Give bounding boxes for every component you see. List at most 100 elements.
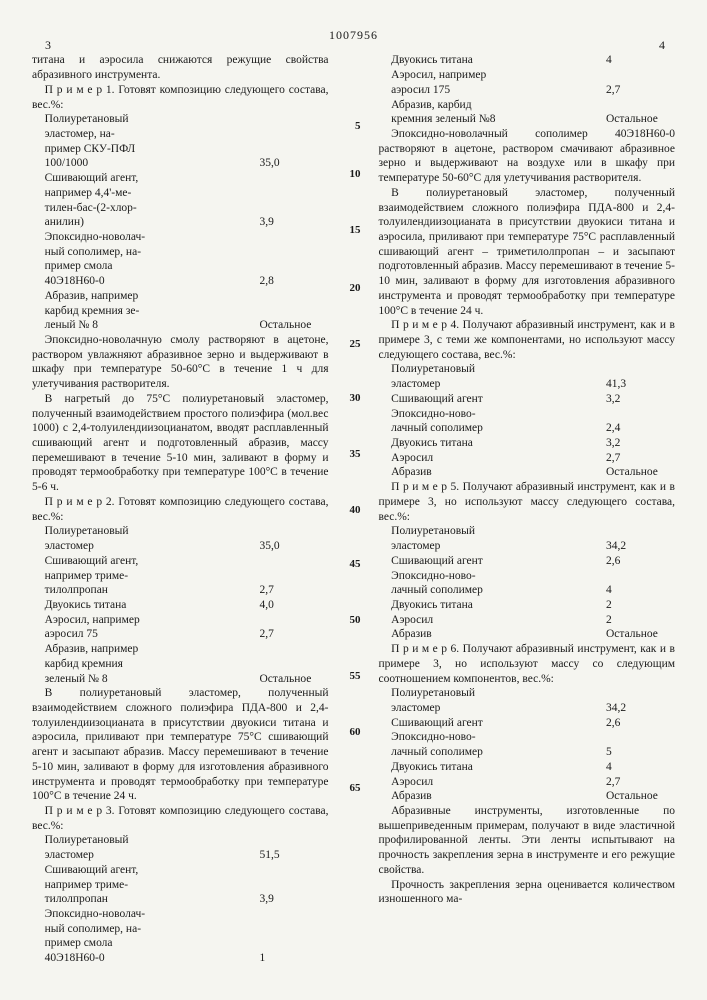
composition-label: лачный сополимер bbox=[379, 583, 607, 598]
composition-row: леный № 8Остальное bbox=[32, 318, 329, 333]
composition-row: Двуокись титана4 bbox=[379, 53, 676, 68]
composition-label: лачный сополимер bbox=[379, 421, 607, 436]
example-6-head: П р и м е р 6. Получают абразивный инстр… bbox=[379, 642, 676, 686]
composition-label: карбид кремния зе- bbox=[32, 304, 260, 319]
composition-value bbox=[260, 657, 329, 672]
line-number: 5 bbox=[343, 119, 361, 133]
intro-text: титана и аэросила снижаются режущие свой… bbox=[32, 53, 329, 82]
composition-row: Эпоксидно-ново- bbox=[379, 407, 676, 422]
composition-row: Двуокись титана4 bbox=[379, 760, 676, 775]
column-container: титана и аэросила снижаются режущие свой… bbox=[32, 53, 675, 966]
composition-row: тилолпропан2,7 bbox=[32, 583, 329, 598]
composition-row: Сшивающий агент3,2 bbox=[379, 392, 676, 407]
composition-row: например триме- bbox=[32, 878, 329, 893]
composition-value bbox=[260, 878, 329, 893]
patent-page: 3 4 1007956 титана и аэросила снижаются … bbox=[0, 0, 707, 1000]
composition-row: АбразивОстальное bbox=[379, 465, 676, 480]
composition-label: эластомер bbox=[32, 539, 260, 554]
composition-value bbox=[260, 524, 329, 539]
line-number: 20 bbox=[343, 281, 361, 295]
composition-value: 2,7 bbox=[260, 583, 329, 598]
example-1-head: П р и м е р 1. Готовят композицию следую… bbox=[32, 83, 329, 112]
line-number: 35 bbox=[343, 447, 361, 461]
composition-label: Двуокись титана bbox=[32, 598, 260, 613]
composition-value: 5 bbox=[606, 745, 675, 760]
composition-value: 2,7 bbox=[606, 83, 675, 98]
right-page-marker: 4 bbox=[659, 38, 665, 53]
composition-row: Полиуретановый bbox=[379, 362, 676, 377]
example-5-head: П р и м е р 5. Получают абразивный инстр… bbox=[379, 480, 676, 524]
composition-row: анилин)3,9 bbox=[32, 215, 329, 230]
composition-row: Сшивающий агент, bbox=[32, 863, 329, 878]
composition-label: Сшивающий агент bbox=[379, 554, 607, 569]
composition-label: ный сополимер, на- bbox=[32, 245, 260, 260]
composition-label: например 4,4'-ме- bbox=[32, 186, 260, 201]
composition-label: анилин) bbox=[32, 215, 260, 230]
composition-label: эластомер bbox=[379, 539, 607, 554]
composition-value: Остальное bbox=[606, 112, 675, 127]
composition-label: аэросил 175 bbox=[379, 83, 607, 98]
example-1-para-a: Эпоксидно-новолачную смолу растворяют в … bbox=[32, 333, 329, 392]
composition-value: 2,4 bbox=[606, 421, 675, 436]
composition-row: Сшивающий агент, bbox=[32, 171, 329, 186]
composition-value bbox=[260, 833, 329, 848]
composition-value: 4 bbox=[606, 583, 675, 598]
composition-row: Сшивающий агент, bbox=[32, 554, 329, 569]
composition-label: эластомер bbox=[379, 701, 607, 716]
composition-row: Полиуретановый bbox=[379, 686, 676, 701]
composition-row: Двуокись титана3,2 bbox=[379, 436, 676, 451]
example-3-para-b: В полиуретановый эластомер, полученный в… bbox=[379, 186, 676, 318]
composition-label: кремния зеленый №8 bbox=[379, 112, 607, 127]
composition-row: Аэросил, например bbox=[32, 613, 329, 628]
example-3-head: П р и м е р 3. Готовят композицию следую… bbox=[32, 804, 329, 833]
composition-label: Абразив bbox=[379, 789, 607, 804]
composition-row: пример СКУ-ПФЛ bbox=[32, 142, 329, 157]
composition-row: ный сополимер, на- bbox=[32, 245, 329, 260]
example-4-head: П р и м е р 4. Получают абразивный инстр… bbox=[379, 318, 676, 362]
composition-row: тилолпропан3,9 bbox=[32, 892, 329, 907]
composition-value: 1 bbox=[260, 951, 329, 966]
composition-label: Эпоксидно-ново- bbox=[379, 569, 607, 584]
composition-value: 3,9 bbox=[260, 892, 329, 907]
composition-label: Полиуретановый bbox=[379, 524, 607, 539]
composition-row: карбид кремния bbox=[32, 657, 329, 672]
composition-row: 100/100035,0 bbox=[32, 156, 329, 171]
line-number: 55 bbox=[343, 669, 361, 683]
composition-row: тилен-бас-(2-хлор- bbox=[32, 201, 329, 216]
patent-number: 1007956 bbox=[32, 28, 675, 43]
composition-label: Эпоксидно-новолач- bbox=[32, 230, 260, 245]
composition-row: Двуокись титана2 bbox=[379, 598, 676, 613]
composition-row: например 4,4'-ме- bbox=[32, 186, 329, 201]
composition-label: Аэросил bbox=[379, 613, 607, 628]
composition-value bbox=[606, 730, 675, 745]
composition-label: Двуокись титана bbox=[379, 598, 607, 613]
composition-value: 4 bbox=[606, 53, 675, 68]
composition-label: Абразив bbox=[379, 465, 607, 480]
composition-row: Эпоксидно-ново- bbox=[379, 569, 676, 584]
composition-value bbox=[260, 289, 329, 304]
line-number: 60 bbox=[343, 725, 361, 739]
line-number: 30 bbox=[343, 391, 361, 405]
composition-row: лачный сополимер5 bbox=[379, 745, 676, 760]
composition-row: Сшивающий агент2,6 bbox=[379, 716, 676, 731]
table-6: Полиуретановыйэластомер34,2Сшивающий аге… bbox=[379, 686, 676, 804]
composition-value: Остальное bbox=[606, 465, 675, 480]
composition-label: аэросил 75 bbox=[32, 627, 260, 642]
composition-value: 2,7 bbox=[606, 451, 675, 466]
line-number: 15 bbox=[343, 223, 361, 237]
composition-label: эластомер, на- bbox=[32, 127, 260, 142]
composition-row: Абразив, например bbox=[32, 642, 329, 657]
composition-row: Полиуретановый bbox=[32, 524, 329, 539]
composition-row: Полиуретановый bbox=[32, 833, 329, 848]
composition-value: Остальное bbox=[606, 627, 675, 642]
composition-value bbox=[260, 642, 329, 657]
composition-value: 2 bbox=[606, 598, 675, 613]
composition-label: Двуокись титана bbox=[379, 760, 607, 775]
composition-row: Полиуретановый bbox=[379, 524, 676, 539]
composition-row: 40Э18Н60-01 bbox=[32, 951, 329, 966]
example-1-para-b: В нагретый до 75°С полиуретановый эласто… bbox=[32, 392, 329, 495]
composition-label: Аэросил, например bbox=[32, 613, 260, 628]
composition-value bbox=[260, 245, 329, 260]
composition-value: 2,6 bbox=[606, 554, 675, 569]
composition-row: Двуокись титана4,0 bbox=[32, 598, 329, 613]
